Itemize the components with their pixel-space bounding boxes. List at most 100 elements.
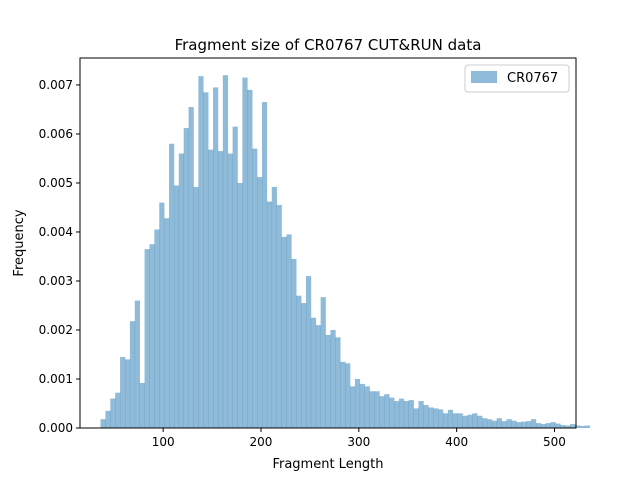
histogram-bar xyxy=(359,383,365,428)
histogram-bar xyxy=(120,356,126,428)
x-tick-label: 300 xyxy=(347,435,370,449)
histogram-bar xyxy=(345,363,351,428)
histogram-bar xyxy=(418,401,424,428)
histogram-bar xyxy=(457,413,463,428)
histogram-bar xyxy=(247,89,253,428)
histogram-bar xyxy=(413,408,419,428)
histogram-bar xyxy=(266,201,273,428)
x-tick-label: 200 xyxy=(250,435,273,449)
histogram-bar xyxy=(252,148,258,428)
histogram-bar xyxy=(173,185,180,428)
histogram-bar xyxy=(516,422,522,428)
histogram-bar xyxy=(501,421,507,428)
chart-title: Fragment size of CR0767 CUT&RUN data xyxy=(175,36,482,54)
histogram-bar xyxy=(276,205,282,428)
histogram-bar xyxy=(374,391,380,428)
histogram-bar xyxy=(296,295,302,428)
histogram-bar xyxy=(149,244,155,428)
histogram-bar xyxy=(178,153,184,428)
histogram-bar xyxy=(452,413,458,428)
histogram-bar xyxy=(139,382,145,428)
histogram-bar xyxy=(222,75,229,429)
histogram-bar xyxy=(125,359,131,428)
histogram-bar xyxy=(115,392,121,428)
y-tick-label: 0.006 xyxy=(39,127,73,141)
legend-label: CR0767 xyxy=(507,71,558,86)
histogram-bar xyxy=(183,128,189,428)
histogram-bar xyxy=(550,422,556,428)
histogram-bar xyxy=(291,258,297,428)
histogram-bar xyxy=(560,425,566,428)
histogram-bar xyxy=(442,413,449,428)
histogram-bar xyxy=(320,297,326,428)
histogram-bar xyxy=(462,415,468,428)
histogram-bar xyxy=(159,202,165,428)
histogram-bar xyxy=(232,126,238,429)
histogram-bar xyxy=(540,424,546,428)
y-axis-ticks: 0.000 0.001 0.002 0.003 0.004 0.005 0.006 0.007 xyxy=(39,78,80,435)
y-tick-label: 0.005 xyxy=(39,176,73,190)
histogram-bar xyxy=(408,400,414,428)
x-tick-label: 500 xyxy=(543,435,566,449)
histogram-bar xyxy=(423,404,429,428)
legend: CR0767 xyxy=(464,64,570,93)
histogram-bar xyxy=(467,414,473,428)
x-axis-ticks: 100 200 300 400 500 xyxy=(152,428,566,449)
histogram-bar xyxy=(110,398,116,428)
histogram-bar xyxy=(340,361,346,428)
histogram-bar xyxy=(203,92,209,429)
histogram-bar xyxy=(364,386,370,428)
histogram-bar xyxy=(403,401,410,428)
histogram-bar xyxy=(521,421,527,428)
histogram-bar xyxy=(438,409,444,428)
histogram-bar xyxy=(144,249,150,428)
histogram-bar xyxy=(447,409,454,428)
histogram-bar xyxy=(433,408,439,428)
histogram-bar xyxy=(315,325,321,428)
y-tick-label: 0.001 xyxy=(39,372,73,386)
histogram-bar xyxy=(301,303,307,428)
plot-frame xyxy=(79,57,577,429)
x-tick-label: 100 xyxy=(152,435,175,449)
histogram-bar xyxy=(310,317,317,428)
histogram-bar xyxy=(535,423,542,428)
histogram-bar xyxy=(477,415,483,428)
histogram-bar xyxy=(584,425,590,428)
histogram-bar xyxy=(579,426,586,428)
histogram-bar xyxy=(154,229,160,428)
y-tick-label: 0.002 xyxy=(39,323,73,337)
y-tick-label: 0.003 xyxy=(39,274,73,288)
histogram-bar xyxy=(545,423,551,428)
histogram-bar xyxy=(164,218,170,428)
x-tick-label: 400 xyxy=(445,435,468,449)
histogram-bar xyxy=(325,334,331,428)
histogram-bar xyxy=(208,149,214,428)
histogram-bar xyxy=(227,153,233,428)
histogram-bar xyxy=(237,182,243,428)
histogram-bar xyxy=(482,418,488,428)
histogram-bar xyxy=(169,143,175,428)
histogram-bar xyxy=(217,151,224,429)
histogram-bar xyxy=(261,102,268,429)
histogram-bar xyxy=(511,420,517,428)
histogram-bar xyxy=(570,424,576,428)
histogram-bars xyxy=(100,75,590,429)
histogram-bar xyxy=(496,418,502,428)
histogram-bar xyxy=(213,87,219,429)
histogram-bar xyxy=(398,398,405,428)
histogram-bar xyxy=(565,425,571,428)
histogram-bar xyxy=(335,337,341,428)
histogram-bar xyxy=(555,423,561,428)
histogram-bar xyxy=(369,391,375,428)
histogram-bar xyxy=(193,186,199,428)
histogram-bar xyxy=(531,419,537,428)
histogram-bar xyxy=(472,413,478,428)
y-axis-label: Frequency xyxy=(12,209,27,276)
x-axis-label: Fragment Length xyxy=(272,457,383,472)
histogram-bar xyxy=(506,419,512,428)
histogram-bar xyxy=(105,410,111,428)
histogram-bar xyxy=(575,425,581,428)
histogram-bar xyxy=(491,420,498,428)
histogram-bar xyxy=(330,329,336,428)
